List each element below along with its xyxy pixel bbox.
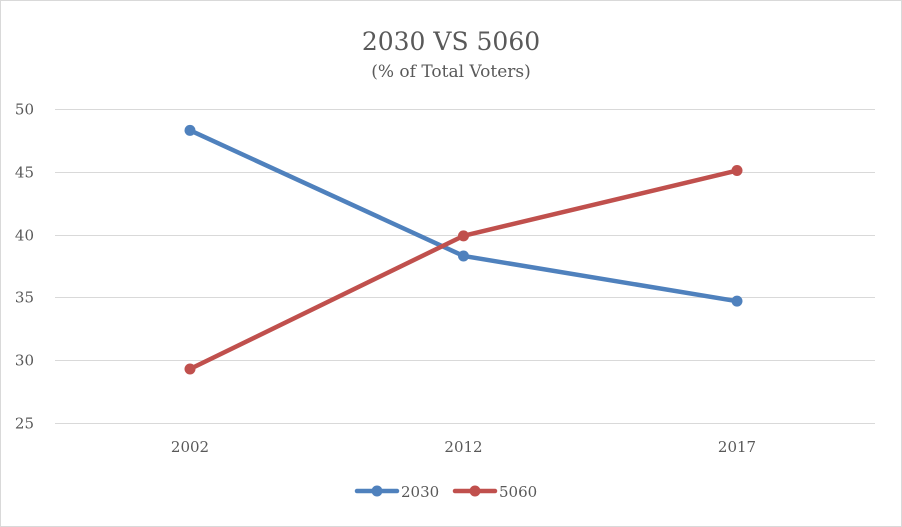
series-5060 [184,165,743,375]
y-axis-ticks: 25 30 35 40 45 50 [15,101,34,433]
y-tick-label: 30 [15,352,34,370]
chart-subtitle: (% of Total Voters) [371,62,531,82]
data-point [731,295,743,307]
series-line [187,128,740,304]
data-point [731,165,743,177]
legend-swatch-marker [469,485,481,497]
series-line [187,168,740,372]
series-2030 [184,124,743,307]
series-lines [184,124,743,375]
chart-title: 2030 VS 5060 [362,27,540,56]
x-axis-ticks: 2002 2012 2017 [171,438,756,456]
y-tick-label: 45 [15,164,34,182]
legend-item: 2030 [354,483,439,501]
x-tick-label: 2012 [444,438,482,456]
legend-label: 2030 [401,483,439,501]
legend: 2030 5060 [354,483,537,501]
y-tick-label: 35 [15,289,34,307]
data-point [184,363,196,375]
y-tick-label: 40 [15,227,34,245]
y-tick-label: 25 [15,415,34,433]
data-point [184,124,196,136]
legend-item: 5060 [452,483,537,501]
gridlines [55,109,875,424]
x-tick-label: 2002 [171,438,209,456]
x-tick-label: 2017 [718,438,756,456]
data-point [458,250,469,262]
data-point [458,230,469,242]
legend-label: 5060 [499,483,537,501]
y-tick-label: 50 [15,101,34,119]
legend-swatch-marker [371,485,383,497]
